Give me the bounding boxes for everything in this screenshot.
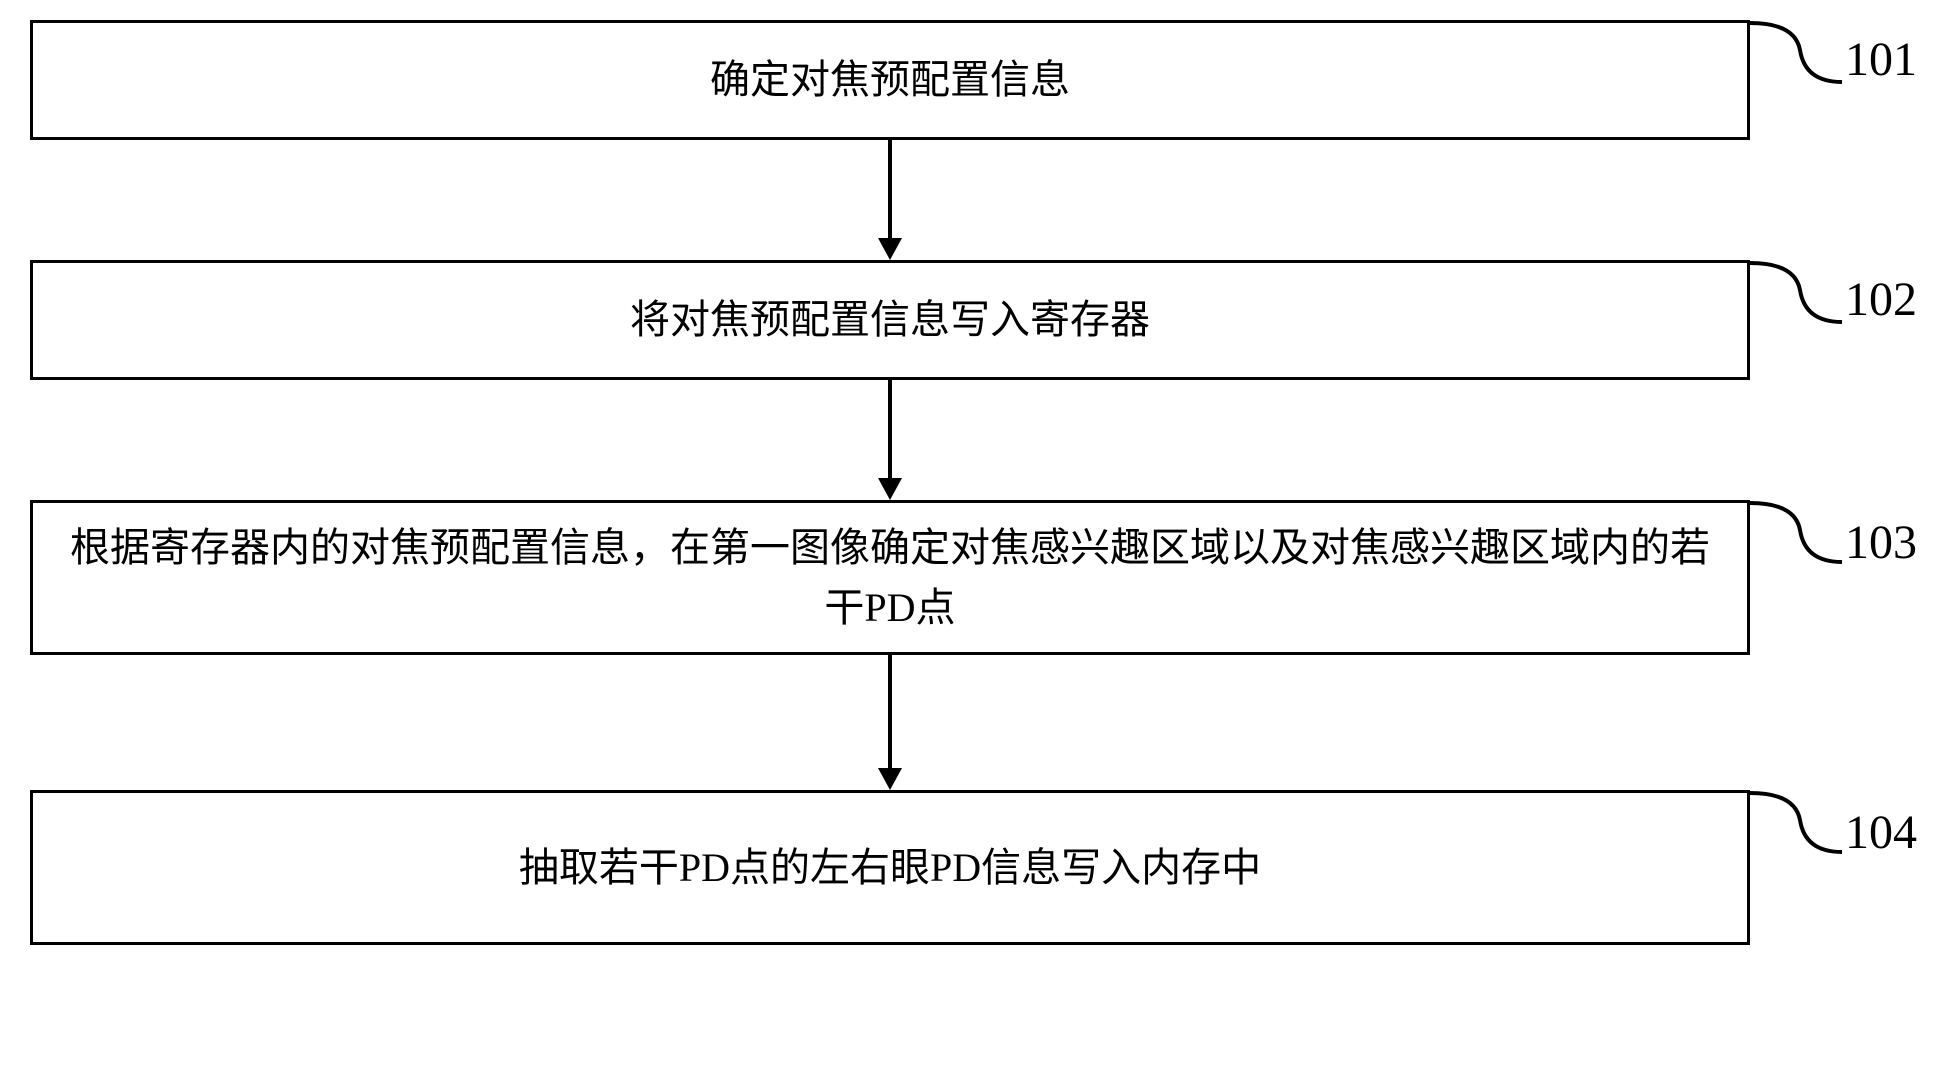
arrow-line-3 — [888, 655, 892, 770]
step-text-104: 抽取若干PD点的左右眼PD信息写入内存中 — [519, 838, 1261, 898]
step-text-101: 确定对焦预配置信息 — [710, 50, 1070, 110]
step-box-102: 将对焦预配置信息写入寄存器 — [30, 260, 1750, 380]
arrow-head-1 — [878, 238, 902, 260]
step-box-104: 抽取若干PD点的左右眼PD信息写入内存中 — [30, 790, 1750, 945]
connector-curve-104 — [1750, 790, 1845, 860]
connector-curve-103 — [1750, 500, 1845, 570]
step-label-103: 103 — [1845, 515, 1917, 570]
step-label-102: 102 — [1845, 272, 1917, 327]
flowchart-container: 确定对焦预配置信息 101 将对焦预配置信息写入寄存器 102 根据寄存器内的对… — [0, 0, 1948, 1088]
step-text-103: 根据寄存器内的对焦预配置信息，在第一图像确定对焦感兴趣区域以及对焦感兴趣区域内的… — [53, 518, 1727, 638]
arrow-head-2 — [878, 478, 902, 500]
step-text-102: 将对焦预配置信息写入寄存器 — [630, 290, 1150, 350]
connector-curve-101 — [1750, 20, 1845, 90]
arrow-head-3 — [878, 768, 902, 790]
step-box-103: 根据寄存器内的对焦预配置信息，在第一图像确定对焦感兴趣区域以及对焦感兴趣区域内的… — [30, 500, 1750, 655]
arrow-line-1 — [888, 140, 892, 240]
arrow-line-2 — [888, 380, 892, 480]
step-label-104: 104 — [1845, 805, 1917, 860]
step-box-101: 确定对焦预配置信息 — [30, 20, 1750, 140]
step-label-101: 101 — [1845, 32, 1917, 87]
connector-curve-102 — [1750, 260, 1845, 330]
